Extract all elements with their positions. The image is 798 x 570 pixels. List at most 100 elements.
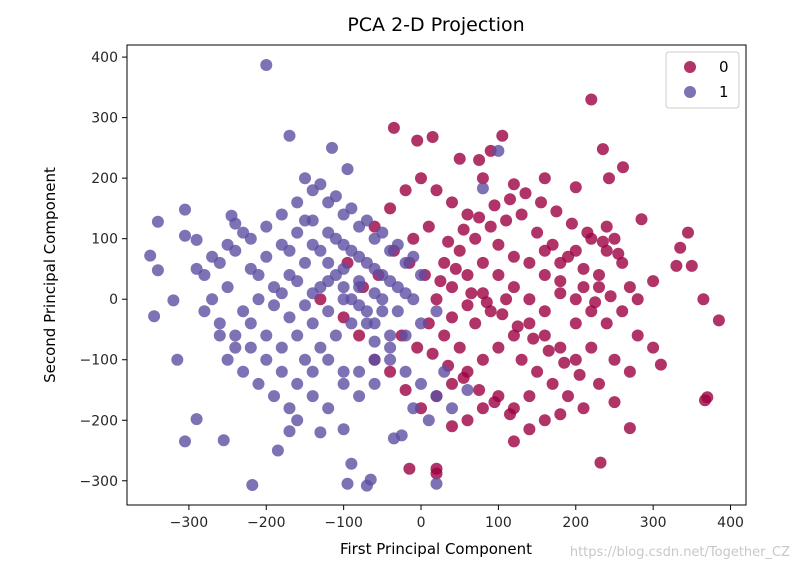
point-series-0	[616, 256, 629, 269]
x-tick-label: 300	[640, 515, 667, 531]
point-series-1	[291, 196, 304, 209]
point-series-0	[542, 344, 555, 357]
point-series-1	[291, 329, 304, 342]
point-series-0	[565, 217, 578, 230]
legend-marker-0	[684, 61, 696, 73]
point-series-0	[562, 390, 574, 403]
point-series-1	[283, 425, 296, 438]
point-series-0	[507, 178, 520, 191]
point-series-0	[554, 256, 567, 269]
point-series-0	[538, 172, 551, 185]
point-series-1	[376, 305, 389, 318]
point-series-0	[507, 435, 520, 448]
point-series-0	[492, 269, 505, 281]
point-series-1	[237, 305, 250, 318]
point-series-1	[345, 457, 358, 470]
point-series-0	[623, 422, 636, 435]
point-series-1	[306, 238, 319, 251]
x-axis: −300 −200 −100 0 100 200 300 400	[170, 505, 744, 531]
point-series-0	[473, 384, 486, 396]
point-series-0	[647, 341, 660, 354]
point-series-0	[515, 208, 528, 221]
point-series-0	[631, 329, 644, 342]
point-series-1	[337, 238, 350, 251]
point-series-1	[306, 390, 319, 403]
point-series-0	[523, 423, 536, 436]
point-series-0	[476, 256, 489, 269]
point-series-1	[179, 435, 191, 448]
point-series-1	[368, 287, 381, 300]
x-tick-label: −300	[170, 515, 208, 531]
point-series-1	[368, 335, 381, 348]
point-series-0	[593, 281, 605, 294]
point-series-0	[550, 205, 563, 218]
point-series-0	[446, 196, 458, 209]
point-series-0	[554, 408, 567, 421]
legend-label-1: 1	[719, 83, 729, 101]
y-tick-label: −100	[80, 353, 118, 369]
point-series-1	[461, 384, 474, 396]
x-tick-label: 100	[485, 515, 512, 531]
point-series-1	[384, 329, 397, 342]
point-series-0	[384, 202, 397, 215]
point-series-0	[449, 262, 462, 275]
point-series-1	[260, 329, 273, 342]
point-series-1	[299, 299, 311, 312]
point-series-1	[275, 287, 288, 300]
point-series-1	[244, 341, 257, 354]
y-axis-label: Second Principal Component	[41, 167, 59, 383]
point-series-0	[461, 414, 474, 427]
point-series-0	[600, 220, 613, 233]
legend-marker-1	[684, 86, 696, 98]
point-series-1	[237, 226, 250, 239]
point-series-1	[329, 329, 342, 342]
point-series-1	[260, 59, 273, 71]
point-series-0	[594, 456, 607, 469]
point-series-1	[314, 178, 327, 191]
point-series-1	[368, 262, 381, 275]
point-series-1	[476, 182, 489, 195]
point-series-1	[360, 317, 373, 330]
point-series-1	[260, 250, 273, 263]
point-series-1	[291, 275, 304, 288]
point-series-1	[314, 281, 327, 294]
point-series-0	[430, 467, 443, 480]
point-series-1	[391, 305, 404, 318]
point-series-0	[473, 211, 486, 224]
point-series-0	[511, 320, 524, 333]
point-series-0	[415, 172, 427, 185]
point-series-0	[608, 232, 621, 245]
point-series-1	[252, 377, 265, 390]
point-series-0	[465, 287, 478, 300]
point-series-1	[283, 311, 296, 324]
point-series-1	[179, 229, 191, 242]
point-series-0	[434, 275, 447, 288]
point-series-0	[387, 121, 400, 134]
point-series-0	[411, 341, 424, 354]
legend-label-0: 0	[719, 58, 729, 76]
point-series-0	[453, 152, 466, 165]
point-series-1	[217, 434, 230, 447]
point-series-0	[535, 196, 547, 209]
point-series-0	[617, 161, 629, 174]
point-series-0	[585, 93, 598, 106]
x-axis-label: First Principal Component	[340, 540, 532, 558]
point-series-1	[179, 203, 191, 216]
point-series-1	[415, 377, 427, 390]
point-series-0	[488, 396, 501, 409]
point-series-0	[484, 220, 497, 233]
point-series-0	[623, 281, 636, 294]
point-series-0	[589, 296, 602, 309]
point-series-0	[581, 226, 594, 239]
point-series-1	[275, 341, 288, 354]
x-tick-label: 200	[562, 515, 589, 531]
point-series-1	[353, 390, 366, 403]
legend: 0 1	[665, 51, 740, 109]
point-series-0	[585, 305, 598, 318]
point-series-0	[457, 223, 470, 236]
point-series-0	[538, 414, 551, 427]
point-series-1	[190, 413, 203, 426]
point-series-1	[415, 269, 427, 281]
point-series-0	[469, 232, 482, 245]
